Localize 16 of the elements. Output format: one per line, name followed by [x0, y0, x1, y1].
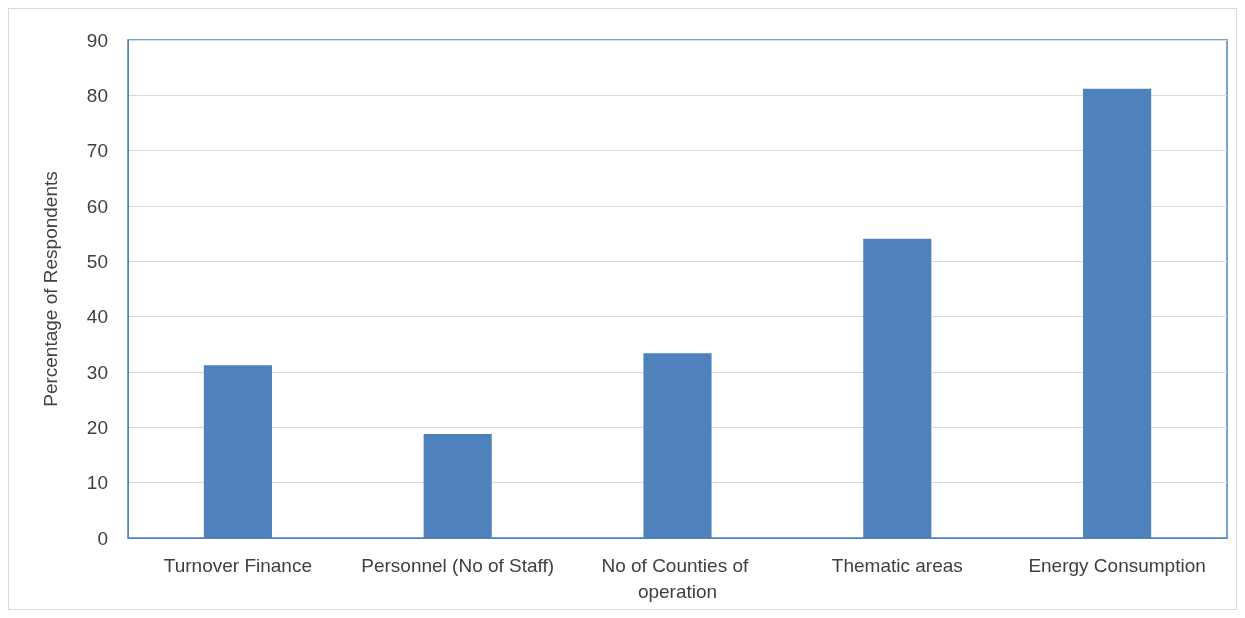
- y-tick-label: 80: [86, 84, 108, 106]
- y-tick-label: 30: [86, 361, 108, 383]
- y-tick-label: 0: [97, 527, 108, 549]
- y-tick-label: 50: [86, 250, 108, 272]
- y-tick-label: 20: [86, 416, 108, 438]
- x-tick-label: Turnover Finance: [163, 554, 312, 576]
- x-tick-label: Personnel (No of Staff): [361, 554, 555, 576]
- y-tick-label: 10: [86, 472, 108, 494]
- y-axis-title: Percentage of Respondents: [40, 171, 61, 407]
- y-tick-label: 40: [86, 306, 108, 328]
- x-tick-label: Energy Consumption: [1028, 554, 1206, 576]
- x-tick-label: No of Counties of operation: [601, 554, 754, 602]
- y-tick-label: 70: [86, 140, 108, 162]
- x-tick-label: Thematic areas: [831, 554, 963, 576]
- y-tick-label: 90: [86, 29, 108, 51]
- y-tick-label: 60: [86, 195, 108, 217]
